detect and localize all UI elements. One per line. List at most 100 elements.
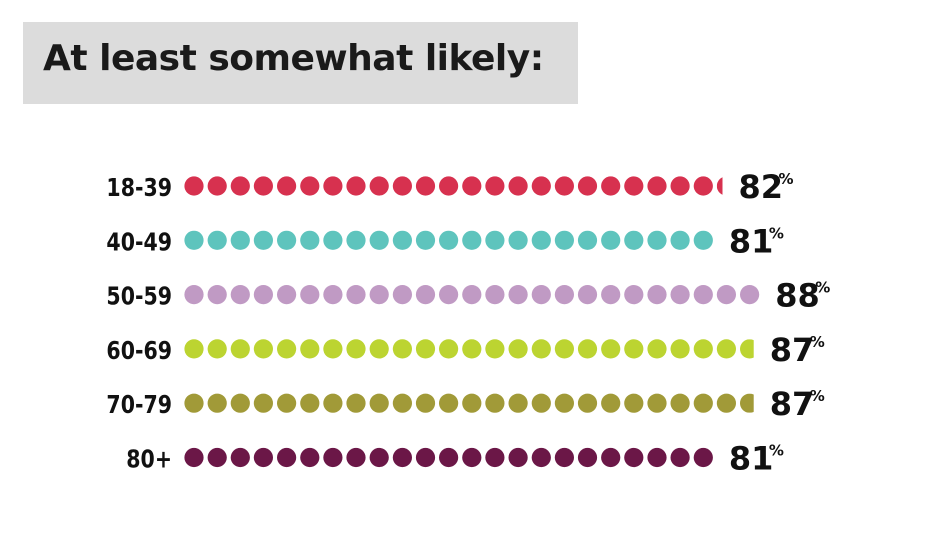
percent-sign: % (815, 279, 830, 297)
dot (647, 285, 667, 305)
dot (462, 285, 482, 305)
dot (554, 230, 575, 250)
dot (415, 285, 436, 305)
dot (462, 339, 482, 359)
dot (230, 230, 250, 250)
dot (624, 230, 644, 250)
dot (554, 285, 575, 305)
dot (693, 285, 713, 305)
dot (369, 339, 389, 359)
dot (277, 447, 297, 468)
dot (508, 447, 528, 468)
dot (624, 339, 644, 359)
dot (577, 230, 598, 250)
dot (207, 339, 227, 359)
dot (601, 339, 621, 359)
dot (439, 176, 459, 196)
dot (392, 230, 412, 250)
dot (485, 447, 505, 468)
dot (253, 230, 273, 250)
dot (369, 393, 389, 413)
percent-sign: % (810, 333, 825, 351)
dot (508, 176, 528, 196)
dot (415, 339, 436, 359)
percent-sign: % (810, 387, 825, 405)
dot (508, 339, 528, 359)
dot (624, 176, 644, 196)
percent-sign: % (769, 224, 784, 242)
dot (346, 339, 366, 359)
dot (670, 176, 690, 196)
dot (577, 285, 598, 305)
dot (624, 285, 644, 305)
dot (693, 339, 713, 359)
dot (253, 176, 273, 196)
dot (184, 447, 204, 468)
dot (508, 285, 528, 305)
dot (716, 339, 737, 359)
dot (184, 393, 204, 413)
row-18-39: 18-39 82% (106, 168, 793, 206)
value-label: 81 (729, 222, 774, 260)
dot (369, 285, 389, 305)
dot (277, 230, 297, 250)
dot (300, 230, 320, 250)
dot (300, 285, 320, 305)
dot (230, 393, 250, 413)
percent-sign: % (779, 170, 794, 188)
dot (277, 176, 297, 196)
dot (485, 393, 505, 413)
dot (531, 393, 551, 413)
dot (277, 285, 297, 305)
dot (508, 393, 528, 413)
dot (323, 285, 343, 305)
dot (577, 447, 598, 468)
category-label: 18-39 (106, 174, 172, 202)
partial-dot (740, 393, 754, 413)
dot (531, 447, 551, 468)
percent-sign: % (769, 442, 784, 460)
dot (485, 176, 505, 196)
dot (624, 393, 644, 413)
dot (184, 339, 204, 359)
dot (207, 176, 227, 196)
dot (323, 230, 343, 250)
dot (670, 339, 690, 359)
dot (369, 230, 389, 250)
dot (253, 285, 273, 305)
dot (300, 393, 320, 413)
dot (601, 230, 621, 250)
dot (392, 285, 412, 305)
dot (693, 176, 713, 196)
dot (462, 230, 482, 250)
dot (230, 176, 250, 196)
dot (531, 230, 551, 250)
dot (439, 339, 459, 359)
dot (230, 447, 250, 468)
dot (740, 285, 760, 305)
dot (577, 393, 598, 413)
dot (346, 285, 366, 305)
dot (323, 393, 343, 413)
dot (230, 339, 250, 359)
dot (601, 393, 621, 413)
dot (693, 393, 713, 413)
row-40-49: 40-49 81% (106, 222, 784, 260)
dot (647, 176, 667, 196)
dot (253, 447, 273, 468)
value-label: 87 (770, 385, 815, 423)
dot (300, 447, 320, 468)
partial-dot (740, 339, 754, 359)
category-label: 70-79 (106, 391, 172, 419)
dot (253, 393, 273, 413)
dot (277, 339, 297, 359)
dot (230, 285, 250, 305)
dot (439, 393, 459, 413)
dot (323, 176, 343, 196)
value-label: 87 (770, 331, 815, 369)
dot (716, 285, 737, 305)
dot (670, 447, 690, 468)
dot (485, 339, 505, 359)
dot (601, 285, 621, 305)
